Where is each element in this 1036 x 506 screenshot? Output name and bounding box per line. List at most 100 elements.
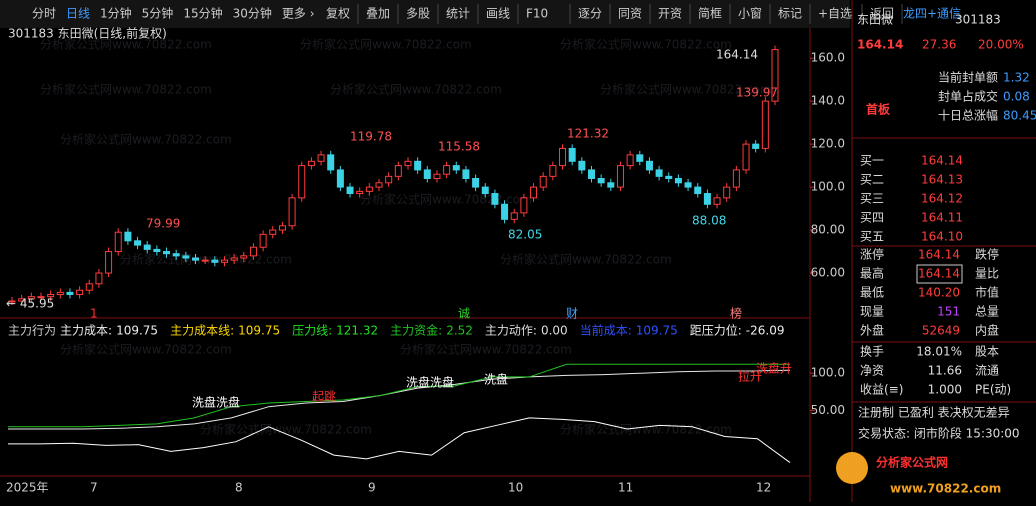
candle — [365, 186, 373, 192]
candle — [645, 160, 653, 171]
candle — [752, 143, 760, 149]
tab[interactable]: 5分钟 — [142, 6, 174, 21]
stat-label: 内盘 — [975, 323, 999, 338]
toolbar-button[interactable]: 返回 — [870, 7, 894, 21]
stat-label: 总量 — [975, 305, 999, 319]
tags: 注册制 已盈利 表决权无差异 — [858, 405, 1010, 420]
book-price: 164.13 — [921, 173, 963, 187]
toolbar-button[interactable]: 开资 — [658, 7, 682, 21]
candle — [732, 169, 740, 188]
status: 交易状态: 闭市阶段 15:30:00 — [858, 426, 1020, 441]
stat-value: 18.01% — [916, 345, 962, 359]
y-tick-label: 140.0 — [811, 94, 845, 108]
candle — [278, 225, 286, 231]
indicator-label: -26.09 — [746, 324, 785, 338]
candle — [394, 165, 402, 177]
candle — [674, 178, 682, 184]
candle — [8, 300, 16, 303]
toolbar-button[interactable]: 简框 — [698, 7, 722, 21]
stat-label: 涨停 — [860, 247, 884, 262]
candle — [549, 165, 557, 177]
toolbar-button[interactable]: 画线 — [486, 7, 510, 21]
stat-value: 151 — [937, 305, 960, 319]
book-price: 164.11 — [921, 211, 963, 225]
candle — [27, 296, 35, 300]
toolbar-button[interactable]: 复权 — [326, 7, 350, 21]
candle — [539, 175, 547, 188]
stat-label: 市值 — [975, 285, 999, 300]
toolbar-button[interactable]: 多股 — [406, 7, 430, 21]
info-value: 1.32 — [1003, 71, 1030, 85]
book-label: 买一 — [860, 154, 884, 168]
signal-tag: 洗盘 — [484, 372, 508, 387]
candle — [346, 186, 354, 195]
candle — [327, 154, 335, 171]
highlight — [916, 264, 963, 284]
indicator-line — [8, 417, 791, 463]
indicator-label: 主力行为 — [8, 324, 56, 338]
candle — [153, 248, 161, 253]
candle — [76, 289, 84, 296]
candle — [336, 169, 344, 188]
candle — [443, 165, 451, 175]
candle — [240, 255, 248, 259]
watermark: 分析家公式网www.70822.com — [40, 37, 212, 52]
tab[interactable]: 1分钟 — [100, 6, 132, 21]
x-label: 8 — [235, 481, 243, 495]
book-price: 164.14 — [921, 154, 963, 168]
watermark: 分析家公式网www.70822.com — [120, 252, 292, 267]
candle — [298, 165, 306, 199]
candle — [578, 160, 586, 171]
candle — [501, 203, 509, 220]
logo-url: www.70822.com — [890, 482, 1001, 496]
watermark: 分析家公式网www.70822.com — [500, 252, 672, 267]
book-price: 164.10 — [921, 230, 963, 244]
price-annotation: 164.14 — [716, 48, 758, 62]
candle — [703, 193, 711, 205]
x-label: 10 — [508, 481, 523, 495]
indicator-label: 主力成本线: — [170, 324, 234, 338]
candle — [597, 178, 605, 184]
stat-label: 换手 — [860, 345, 884, 359]
candle — [249, 246, 257, 257]
tab[interactable]: 更多 › — [282, 7, 315, 21]
price-annotation: 119.78 — [350, 130, 392, 144]
candle — [375, 182, 383, 188]
tab[interactable]: 分时 — [32, 7, 56, 21]
toolbar-button[interactable]: 统计 — [446, 7, 470, 21]
toolbar-button[interactable]: 逐分 — [578, 7, 602, 21]
toolbar-button[interactable]: F10 — [526, 7, 548, 21]
x-label: 2025年 — [6, 481, 49, 495]
watermark: 分析家公式网www.70822.com — [400, 342, 572, 357]
tab[interactable]: 15分钟 — [183, 6, 222, 21]
tab[interactable]: 日线 — [66, 7, 90, 21]
toolbar-button[interactable]: 叠加 — [366, 7, 390, 21]
toolbar-button[interactable]: 标记 — [778, 7, 802, 21]
watermark: 分析家公式网www.70822.com — [360, 192, 532, 207]
price-annotation: 139.97 — [736, 86, 778, 100]
candle — [18, 298, 26, 302]
candle — [472, 178, 480, 188]
y-tick-label: 120.0 — [811, 137, 845, 151]
candle — [95, 272, 103, 285]
stat-value: 52649 — [922, 324, 960, 338]
toolbar-button[interactable]: 小窗 — [738, 7, 762, 21]
indicator-label: 主力动作: — [485, 324, 537, 338]
x-label: 11 — [618, 481, 633, 495]
candle — [37, 296, 45, 299]
candle — [85, 283, 93, 291]
candle — [636, 154, 644, 162]
y-tick-label: 50.00 — [811, 403, 845, 417]
toolbar-button[interactable]: 同资 — [618, 7, 642, 21]
candle — [694, 186, 702, 195]
candle — [317, 154, 325, 162]
toolbar-button[interactable]: +自选 — [818, 7, 852, 21]
candle — [713, 197, 721, 205]
tab[interactable]: 30分钟 — [233, 6, 272, 21]
candle — [192, 257, 200, 261]
x-label: 12 — [756, 481, 771, 495]
stat-label: 跌停 — [975, 247, 999, 262]
watermark: 分析家公式网www.70822.com — [560, 422, 732, 437]
candle — [385, 175, 393, 184]
candle — [723, 186, 731, 199]
